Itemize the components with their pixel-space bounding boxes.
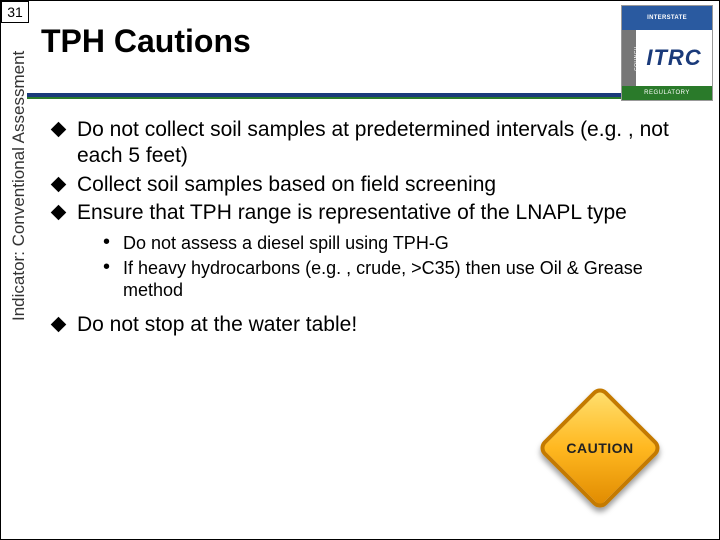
slide-number: 31 (1, 1, 29, 23)
logo-main-text: ITRC (646, 45, 701, 71)
bullet-item: Ensure that TPH range is representative … (49, 200, 699, 226)
slide-header: TPH Cautions INTERSTATE COUNCIL ITRC REG… (1, 1, 719, 103)
title-underline (27, 93, 622, 99)
sub-bullet-list: Do not assess a diesel spill using TPH-G… (101, 232, 699, 302)
sub-bullet-item: If heavy hydrocarbons (e.g. , crude, >C3… (101, 257, 699, 302)
main-bullet-list: Do not collect soil samples at predeterm… (49, 117, 699, 226)
logo-top-band: INTERSTATE (622, 6, 712, 30)
bullet-item: Do not collect soil samples at predeterm… (49, 117, 699, 170)
logo-midsection: COUNCIL ITRC (622, 30, 712, 86)
sub-bullet-item: Do not assess a diesel spill using TPH-G (101, 232, 699, 255)
caution-sign-icon: CAUTION (537, 385, 663, 511)
main-bullet-list-continued: Do not stop at the water table! (49, 312, 699, 338)
itrc-logo: INTERSTATE COUNCIL ITRC REGULATORY (621, 5, 713, 101)
bullet-item: Collect soil samples based on field scre… (49, 172, 699, 198)
logo-bottom-band: REGULATORY (622, 86, 712, 100)
logo-side-text: COUNCIL (634, 45, 640, 71)
sidebar-indicator-label: Indicator: Conventional Assessment (9, 51, 29, 321)
bullet-item: Do not stop at the water table! (49, 312, 699, 338)
slide-title: TPH Cautions (41, 23, 251, 60)
slide-content: Do not collect soil samples at predeterm… (49, 117, 699, 340)
caution-label: CAUTION (566, 440, 633, 456)
